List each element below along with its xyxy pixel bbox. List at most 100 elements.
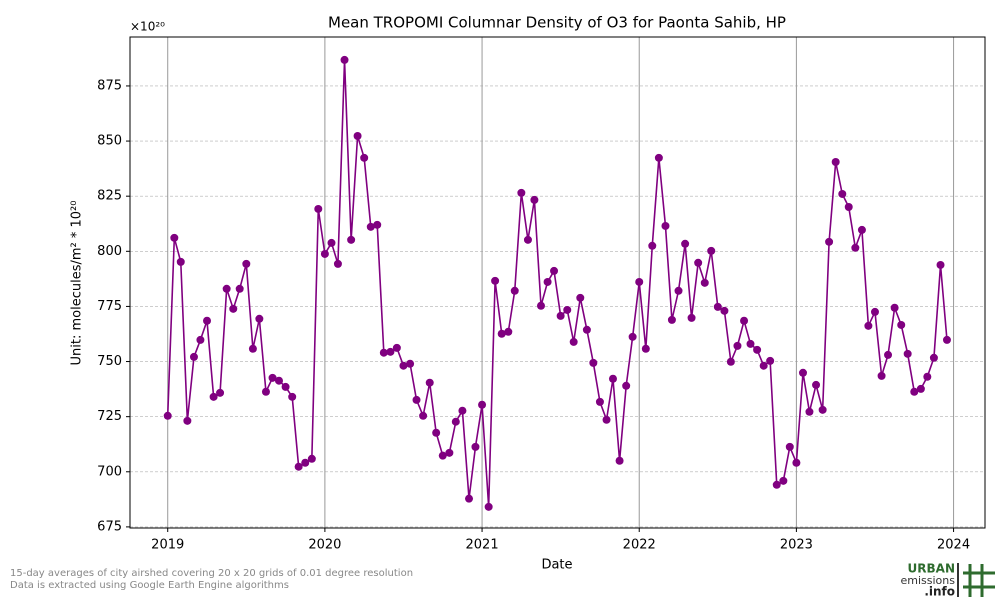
data-point <box>419 411 428 420</box>
data-point <box>517 188 526 197</box>
y-tick-label: 675 <box>97 519 122 534</box>
data-point <box>163 411 172 420</box>
data-point <box>582 325 591 334</box>
data-point <box>222 284 231 293</box>
data-point <box>851 243 860 252</box>
data-point <box>268 373 277 382</box>
data-point <box>923 372 932 381</box>
data-point <box>674 286 683 295</box>
x-tick-label: 2021 <box>466 538 499 553</box>
data-point <box>890 303 899 312</box>
data-point <box>203 316 212 325</box>
data-point <box>301 458 310 467</box>
data-point <box>825 237 834 246</box>
x-tick-label: 2022 <box>623 538 656 553</box>
y-tick-label: 775 <box>97 299 122 314</box>
data-point <box>681 239 690 248</box>
data-point <box>628 332 637 341</box>
x-tick-label: 2023 <box>780 538 813 553</box>
data-point <box>438 451 447 460</box>
data-point <box>805 407 814 416</box>
logo-text: emissions <box>901 574 956 587</box>
data-point <box>648 241 657 250</box>
data-point <box>903 349 912 358</box>
logo: URBAN emissions .info <box>901 562 995 599</box>
data-point <box>635 277 644 286</box>
data-point <box>746 339 755 348</box>
data-point <box>340 55 349 64</box>
data-point <box>209 392 218 401</box>
data-point <box>274 376 283 385</box>
data-point <box>536 301 545 310</box>
data-point <box>261 387 270 396</box>
data-point <box>386 347 395 356</box>
data-point <box>740 316 749 325</box>
y-tick-label: 725 <box>97 409 122 424</box>
data-point <box>392 343 401 352</box>
data-point <box>242 259 251 268</box>
data-point <box>884 350 893 359</box>
data-point <box>333 259 342 268</box>
data-point <box>759 361 768 370</box>
y-offset-label: ×10²⁰ <box>130 20 165 34</box>
x-tick-label: 2024 <box>937 538 970 553</box>
data-point <box>864 321 873 330</box>
footnote: Data is extracted using Google Earth Eng… <box>10 580 289 591</box>
data-point <box>320 249 329 258</box>
data-point <box>870 307 879 316</box>
x-tick-label: 2020 <box>308 538 341 553</box>
data-point <box>399 361 408 370</box>
data-point <box>818 405 827 414</box>
logo-text: .info <box>924 585 955 599</box>
data-point <box>661 221 670 230</box>
data-point <box>255 314 264 323</box>
data-point <box>929 353 938 362</box>
data-point <box>772 480 781 489</box>
data-point <box>700 278 709 287</box>
y-tick-label: 800 <box>97 244 122 259</box>
data-point <box>608 374 617 383</box>
data-point <box>726 357 735 366</box>
data-point <box>942 335 951 344</box>
data-point <box>406 359 415 368</box>
data-point <box>530 195 539 204</box>
data-point <box>785 442 794 451</box>
data-point <box>687 313 696 322</box>
y-tick-label: 825 <box>97 189 122 204</box>
data-point <box>936 260 945 269</box>
data-point <box>510 286 519 295</box>
data-point <box>445 448 454 457</box>
data-point <box>170 233 179 242</box>
data-point <box>216 388 225 397</box>
data-point <box>779 476 788 485</box>
data-point <box>465 494 474 503</box>
data-point <box>379 348 388 357</box>
data-point <box>602 415 611 424</box>
data-point <box>812 380 821 389</box>
data-point <box>589 358 598 367</box>
data-point <box>720 306 729 315</box>
data-point <box>792 458 801 467</box>
data-point <box>196 335 205 344</box>
data-point <box>550 266 559 275</box>
data-point <box>838 189 847 198</box>
data-point <box>844 202 853 211</box>
plot-frame <box>129 36 986 529</box>
data-point <box>327 238 336 247</box>
data-point <box>353 131 362 140</box>
data-point <box>641 344 650 353</box>
data-point <box>713 302 722 311</box>
data-point <box>556 311 565 320</box>
y-tick-label: 750 <box>97 354 122 369</box>
data-point <box>347 235 356 244</box>
data-point <box>235 284 244 293</box>
data-point <box>576 293 585 302</box>
data-point <box>248 344 257 353</box>
data-point <box>484 502 493 511</box>
data-point <box>798 368 807 377</box>
y-tick-label: 875 <box>97 78 122 93</box>
chart-title: Mean TROPOMI Columnar Density of O3 for … <box>328 14 786 32</box>
data-point <box>877 371 886 380</box>
data-point <box>451 417 460 426</box>
